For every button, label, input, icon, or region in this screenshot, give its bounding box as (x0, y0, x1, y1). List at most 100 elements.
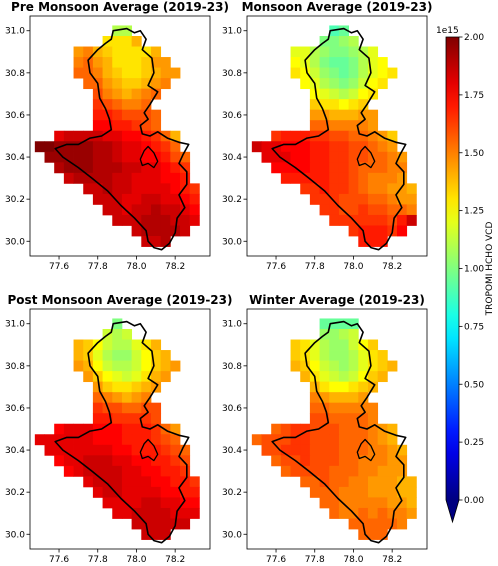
hcho-cell (338, 329, 350, 340)
hcho-cell (309, 360, 320, 372)
hcho-cell (160, 529, 171, 540)
hcho-cell (112, 476, 123, 488)
hcho-cell (92, 109, 103, 121)
hcho-cell (44, 434, 55, 446)
hcho-cell (377, 465, 388, 477)
hcho-cell (300, 78, 311, 90)
hcho-cell (300, 423, 311, 435)
hcho-cell (309, 141, 320, 153)
hcho-cell (92, 339, 103, 351)
hcho-cell (44, 141, 55, 153)
hcho-cell (131, 88, 142, 100)
hcho-cell (92, 141, 103, 153)
hcho-cell (338, 350, 350, 361)
hcho-cell (358, 204, 369, 216)
hcho-cell (189, 507, 200, 519)
hcho-cell (397, 518, 408, 530)
hcho-cell (121, 402, 133, 414)
hcho-cell (329, 172, 340, 184)
hcho-cell (348, 413, 359, 425)
hcho-cell (92, 476, 103, 488)
hcho-cell (131, 434, 142, 446)
hcho-cell (329, 162, 340, 174)
hcho-cell (348, 78, 359, 90)
hcho-cell (170, 476, 181, 488)
hcho-cell (290, 172, 301, 184)
hcho-cell (348, 518, 359, 530)
hcho-cell (189, 214, 200, 226)
hcho-cell (92, 172, 103, 184)
hcho-cell (309, 381, 320, 393)
hcho-cell (338, 318, 350, 330)
map-panel-2: Monsoon Average (2019-23) 77.6 77.8 78.0 78.… (222, 0, 432, 272)
hcho-cell (348, 225, 359, 237)
y-tick-label: 30.4 (5, 153, 25, 163)
hcho-cell (150, 141, 162, 153)
hcho-cell (329, 476, 340, 488)
hcho-cell (141, 141, 152, 153)
hcho-cell (377, 507, 388, 519)
hcho-cell (131, 151, 142, 163)
colorbar-gradient (446, 37, 459, 500)
hcho-cell (290, 46, 301, 58)
hcho-cell (189, 497, 200, 509)
hcho-cell (358, 423, 369, 435)
y-tick-label: 30.8 (5, 69, 25, 79)
hcho-cell (170, 141, 181, 153)
hcho-cell (387, 465, 398, 477)
hcho-cell (280, 172, 291, 184)
hcho-cell (329, 486, 340, 498)
hcho-cell (121, 130, 133, 142)
hcho-cell (44, 151, 55, 163)
hcho-cell (309, 339, 320, 351)
hcho-cell (300, 371, 311, 383)
hcho-cell (160, 360, 171, 372)
hcho-cell (319, 46, 330, 58)
hcho-cell (83, 172, 94, 184)
hcho-cell (150, 423, 162, 435)
hcho-cell (348, 109, 359, 121)
hcho-cell (189, 183, 200, 195)
x-tick-label: 78.2 (382, 262, 402, 272)
district-boundary (54, 320, 190, 544)
hcho-cell (271, 151, 282, 163)
hcho-cell (271, 162, 282, 174)
hcho-cell (338, 183, 350, 195)
hcho-cell (271, 444, 282, 456)
hcho-cell (358, 193, 369, 205)
hcho-cell (309, 444, 320, 456)
hcho-cell (112, 193, 123, 205)
hcho-cell (131, 162, 142, 174)
hcho-cell (319, 57, 330, 68)
hcho-cell (141, 183, 152, 195)
hcho-cell (319, 204, 330, 216)
hcho-cell (358, 392, 369, 404)
hcho-cell (102, 67, 113, 79)
hcho-cell (290, 67, 301, 79)
hcho-cell (121, 392, 133, 404)
hcho-cell (92, 402, 103, 414)
hcho-cell (170, 214, 181, 226)
axes-frame (246, 15, 428, 257)
hcho-cell (141, 99, 152, 111)
hcho-cell (83, 78, 94, 90)
hcho-cell (121, 162, 133, 174)
hcho-cell (150, 455, 162, 467)
hcho-cell (329, 36, 340, 47)
hcho-cell (121, 413, 133, 425)
hcho-cell (367, 476, 379, 488)
y-tick-label: 30.2 (5, 488, 25, 498)
hcho-cell (131, 339, 142, 351)
panel-title: Monsoon Average (2019-23) (242, 0, 433, 14)
hcho-cell (397, 486, 408, 498)
hcho-cell (63, 151, 74, 163)
hcho-cell (377, 162, 388, 174)
hcho-cell (150, 193, 162, 205)
hcho-cell (367, 236, 379, 247)
hcho-cell (338, 214, 350, 226)
hcho-cell (377, 444, 388, 456)
hcho-cell (83, 67, 94, 79)
hcho-cell (348, 204, 359, 216)
hcho-cell (290, 151, 301, 163)
y-tick-label: 30.4 (222, 153, 242, 163)
